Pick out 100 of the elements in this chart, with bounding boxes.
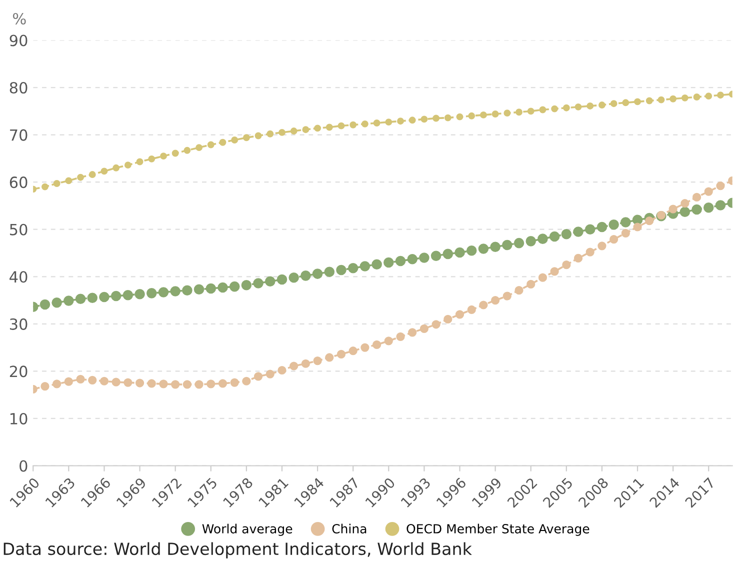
point — [278, 366, 286, 375]
point — [596, 222, 608, 232]
point — [704, 187, 713, 196]
point — [182, 380, 192, 389]
point — [716, 92, 724, 99]
legend-label: OECD Member State Average — [406, 524, 590, 536]
point — [229, 281, 240, 292]
y-tick-label: 0 — [20, 460, 28, 472]
point — [53, 180, 60, 187]
point — [693, 94, 700, 100]
point — [680, 199, 690, 208]
point — [432, 114, 440, 122]
point — [325, 353, 334, 362]
point — [527, 108, 534, 115]
point — [122, 290, 134, 300]
point — [384, 336, 393, 346]
point — [135, 378, 144, 388]
point — [206, 283, 216, 294]
point — [466, 245, 477, 256]
point — [112, 164, 120, 172]
y-tick-label: 70 — [10, 129, 28, 141]
point — [40, 299, 50, 310]
point — [42, 183, 48, 190]
point — [573, 226, 584, 237]
point — [361, 120, 368, 128]
point — [598, 242, 606, 250]
point — [147, 379, 156, 388]
point — [184, 146, 191, 154]
point — [373, 120, 380, 126]
point — [290, 362, 298, 370]
point — [266, 130, 274, 138]
point — [302, 126, 310, 134]
point — [574, 103, 582, 110]
point — [372, 259, 382, 270]
point — [420, 324, 429, 333]
point — [313, 356, 322, 366]
point — [608, 219, 619, 230]
point — [77, 174, 84, 181]
point — [230, 378, 239, 387]
point — [134, 288, 145, 300]
point — [658, 96, 665, 104]
point — [100, 168, 108, 175]
point — [182, 285, 192, 296]
point — [419, 252, 430, 263]
point — [633, 222, 642, 232]
point — [397, 118, 404, 125]
point — [539, 106, 546, 114]
point — [408, 328, 417, 337]
point — [52, 380, 62, 388]
point — [668, 204, 678, 214]
point — [124, 162, 132, 169]
point — [598, 102, 606, 108]
point — [324, 266, 335, 278]
point — [87, 292, 98, 304]
point — [194, 284, 204, 295]
point — [112, 378, 120, 386]
point — [288, 272, 299, 283]
point — [574, 254, 583, 263]
point — [490, 242, 500, 252]
point — [586, 248, 594, 256]
point — [242, 376, 251, 386]
point — [492, 110, 499, 118]
point — [172, 150, 179, 157]
point — [502, 292, 512, 300]
point — [76, 374, 85, 384]
point — [396, 332, 405, 341]
legend-label: China — [332, 524, 366, 534]
point — [681, 94, 688, 102]
point — [290, 128, 298, 134]
point — [385, 118, 392, 126]
point — [159, 380, 168, 388]
point — [562, 104, 570, 112]
point — [670, 95, 677, 102]
point — [336, 264, 346, 276]
point — [514, 238, 524, 248]
point — [207, 141, 214, 148]
point — [231, 136, 238, 144]
point — [622, 99, 630, 106]
point — [88, 376, 97, 384]
point — [219, 138, 226, 146]
point — [360, 261, 370, 272]
point — [206, 380, 216, 388]
point — [384, 257, 394, 268]
point — [645, 216, 654, 226]
point — [136, 158, 144, 166]
point — [610, 100, 618, 108]
point — [314, 124, 322, 132]
y-tick-label: 20 — [10, 366, 28, 378]
y-tick-label: 40 — [10, 271, 28, 283]
point — [621, 228, 630, 238]
point — [312, 268, 323, 279]
point — [692, 204, 702, 215]
y-tick-label: 90 — [10, 34, 28, 46]
point — [550, 267, 559, 276]
point — [75, 294, 86, 304]
point — [360, 343, 370, 352]
point — [218, 282, 228, 293]
point — [336, 350, 346, 358]
y-tick-label: 80 — [10, 82, 28, 94]
point — [171, 380, 180, 389]
